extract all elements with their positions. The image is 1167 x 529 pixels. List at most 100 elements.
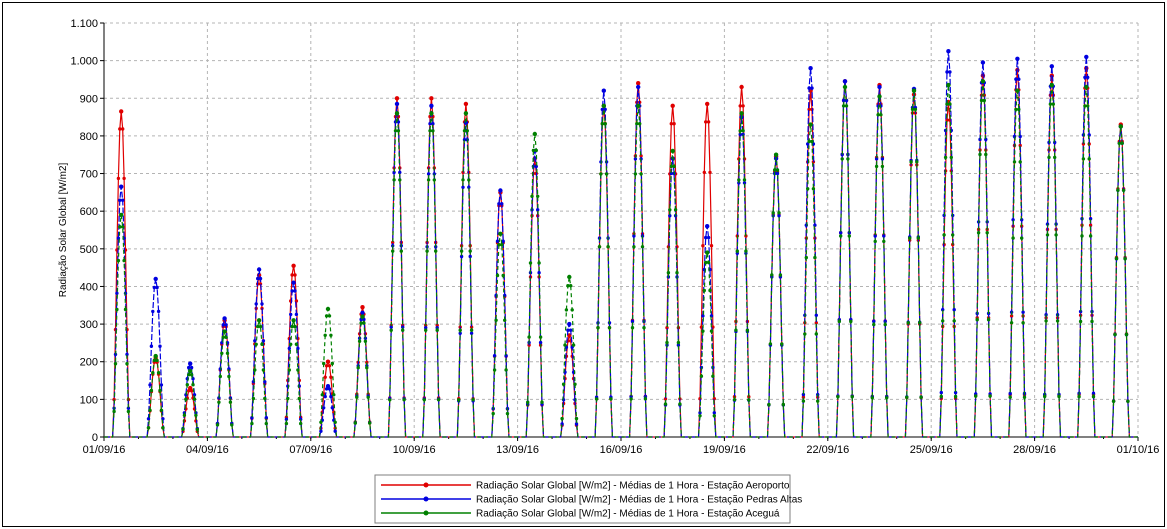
data-point bbox=[230, 423, 234, 427]
data-point bbox=[880, 164, 885, 169]
data-point bbox=[422, 398, 426, 402]
data-point bbox=[706, 120, 711, 124]
peak-point bbox=[1084, 54, 1089, 60]
peak-point bbox=[394, 101, 400, 107]
data-point bbox=[261, 368, 266, 372]
peak-point bbox=[119, 212, 124, 218]
data-point bbox=[945, 102, 949, 106]
data-point bbox=[112, 409, 116, 414]
data-point bbox=[322, 406, 326, 410]
legend: Radiação Solar Global [W/m2] - Médias de… bbox=[374, 474, 802, 524]
data-point bbox=[465, 129, 469, 133]
data-point bbox=[709, 329, 714, 333]
data-point bbox=[775, 168, 780, 172]
peak-point bbox=[946, 49, 951, 54]
data-point bbox=[941, 319, 945, 323]
data-point bbox=[1087, 157, 1091, 161]
data-point bbox=[908, 236, 912, 240]
data-point bbox=[1021, 310, 1025, 314]
data-point bbox=[738, 132, 742, 137]
data-point bbox=[910, 107, 915, 112]
y-axis-title: Radiação Solar Global [W/m2] bbox=[58, 163, 69, 298]
data-point bbox=[159, 408, 164, 412]
data-point bbox=[986, 318, 991, 322]
data-point bbox=[633, 172, 638, 176]
peak-point bbox=[808, 122, 813, 127]
data-point bbox=[391, 249, 395, 253]
data-point bbox=[146, 417, 151, 421]
data-point bbox=[1113, 332, 1117, 337]
data-point bbox=[156, 371, 161, 375]
peak-point bbox=[877, 94, 882, 99]
data-point bbox=[951, 233, 955, 237]
data-point bbox=[327, 314, 332, 318]
data-point bbox=[978, 152, 982, 157]
data-point bbox=[459, 254, 464, 259]
data-point bbox=[251, 396, 256, 401]
data-point bbox=[814, 332, 818, 336]
data-point bbox=[699, 374, 704, 378]
data-point bbox=[915, 160, 919, 164]
x-tick-label: 13/09/16 bbox=[496, 444, 539, 456]
peak-point bbox=[842, 84, 848, 90]
data-point bbox=[1086, 104, 1090, 108]
data-point bbox=[393, 129, 398, 133]
data-point bbox=[706, 260, 711, 265]
data-point bbox=[599, 172, 603, 176]
data-point bbox=[1017, 107, 1021, 112]
peak-point bbox=[463, 111, 469, 116]
peak-point bbox=[256, 267, 262, 272]
data-point bbox=[494, 318, 498, 322]
data-point bbox=[913, 107, 918, 112]
peak-point bbox=[119, 184, 124, 189]
data-point bbox=[1020, 236, 1024, 240]
data-point bbox=[332, 393, 336, 397]
data-point bbox=[1057, 394, 1061, 399]
data-point bbox=[286, 396, 290, 401]
data-point bbox=[220, 351, 224, 355]
data-point bbox=[988, 394, 992, 398]
data-point bbox=[296, 368, 300, 372]
data-point bbox=[569, 328, 573, 332]
data-point bbox=[1117, 141, 1122, 145]
peak-point bbox=[325, 359, 331, 364]
grid bbox=[104, 22, 1139, 437]
data-point bbox=[118, 127, 122, 131]
data-point bbox=[942, 233, 946, 237]
data-point bbox=[537, 261, 541, 265]
data-point bbox=[126, 406, 131, 410]
data-point bbox=[221, 323, 225, 327]
legend-label: Radiação Solar Global [W/m2] - Médias de… bbox=[476, 495, 802, 506]
data-point bbox=[1078, 319, 1083, 324]
data-point bbox=[289, 312, 293, 317]
data-point bbox=[975, 318, 979, 322]
data-point bbox=[192, 397, 197, 401]
data-point bbox=[597, 245, 602, 249]
data-point bbox=[158, 388, 162, 393]
data-point bbox=[704, 235, 708, 240]
data-point bbox=[293, 289, 297, 293]
data-point bbox=[492, 368, 497, 372]
data-point bbox=[392, 178, 396, 182]
data-point bbox=[1014, 77, 1018, 81]
data-point bbox=[1091, 395, 1096, 399]
data-point bbox=[459, 249, 464, 253]
data-point bbox=[461, 178, 465, 182]
data-point bbox=[879, 113, 883, 117]
data-point bbox=[121, 127, 125, 131]
peak-point bbox=[1049, 73, 1055, 78]
data-point bbox=[1011, 236, 1015, 240]
data-point bbox=[672, 122, 676, 126]
data-point bbox=[324, 314, 329, 318]
data-point bbox=[948, 70, 952, 74]
data-point bbox=[745, 328, 750, 332]
data-point bbox=[121, 198, 125, 202]
data-point bbox=[1048, 102, 1053, 106]
data-point bbox=[609, 397, 613, 401]
data-point bbox=[146, 426, 151, 430]
data-point bbox=[1080, 234, 1084, 238]
data-point bbox=[398, 170, 402, 175]
data-point bbox=[773, 168, 777, 172]
legend-marker bbox=[423, 496, 429, 502]
data-point bbox=[294, 312, 299, 317]
